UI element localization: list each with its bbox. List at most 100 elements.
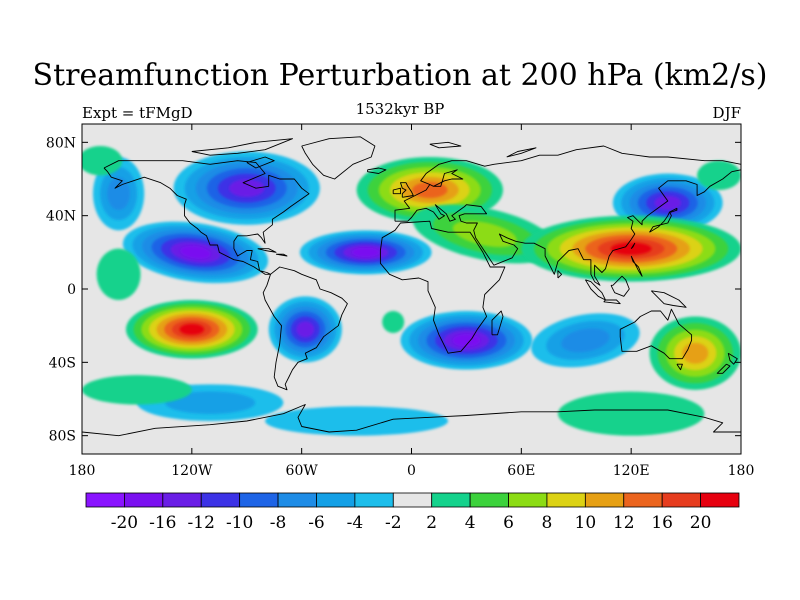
colorbar-swatch-5	[277, 492, 317, 508]
coastline-4	[491, 310, 504, 336]
contour-region-2-5	[296, 321, 315, 338]
coastline-1	[301, 136, 376, 180]
contour-region-18-0	[697, 160, 741, 190]
coastline-8	[392, 187, 401, 195]
colorbar-label-15: 20	[690, 513, 712, 533]
colorbar-label-7: -2	[385, 513, 402, 533]
lat-tick-label-3: 40S	[49, 355, 76, 371]
colorbar-swatch-6	[316, 492, 356, 508]
colorbar-swatch-2	[162, 492, 202, 508]
coastline-23	[191, 138, 293, 156]
coastline-16	[603, 299, 621, 305]
lat-tick-label-0: 80N	[46, 135, 76, 151]
colorbar-label-12: 10	[575, 513, 597, 533]
contour-region-3-6	[452, 334, 481, 347]
contour-region-7-5	[228, 179, 265, 198]
coastline-18	[619, 308, 693, 360]
coastline-14	[610, 275, 630, 297]
coastline-7	[400, 182, 414, 198]
coastline-27	[257, 248, 277, 253]
lon-tick-label-3: 0	[407, 463, 416, 479]
coastline-9	[367, 167, 387, 174]
contour-region-9-0	[265, 406, 449, 436]
lon-tick-label-6: 180	[728, 463, 755, 479]
colorbar-swatch-4	[239, 492, 279, 508]
coastline-11	[669, 207, 678, 213]
colorbar-label-0: -20	[111, 513, 138, 533]
coastline-20	[727, 352, 738, 365]
colorbar: -20 -16 -12 -10 -8 -6 -4 -2 2 4 6 8 10 12 16 20	[85, 492, 740, 533]
coastline-25	[429, 141, 462, 149]
colorbar-label-9: 4	[465, 513, 476, 533]
coastline-2	[262, 266, 348, 391]
lon-tick-label-4: 60E	[507, 463, 535, 479]
contour-fill-layer	[82, 146, 741, 436]
contour-region-6-2	[107, 177, 131, 210]
colorbar-label-3: -10	[226, 513, 253, 533]
coastline-22	[82, 404, 741, 437]
contour-region-5-5	[654, 195, 682, 210]
latitude-axis: 80N 40N 0 40S 80S	[46, 135, 741, 445]
coastline-3	[379, 220, 506, 354]
colorbar-swatch-12	[546, 492, 586, 508]
colorbar-label-5: -6	[308, 513, 325, 533]
lon-tick-label-2: 60W	[286, 463, 319, 479]
colorbar-swatch-10	[469, 492, 509, 508]
contour-region-0-6	[180, 245, 211, 259]
contour-region-8-1	[165, 391, 256, 414]
colorbar-swatch-0	[85, 492, 125, 508]
lon-tick-label-0: 180	[69, 463, 96, 479]
coastline-26	[506, 147, 537, 158]
coastline-24	[246, 156, 275, 169]
contour-region-20-0	[82, 375, 192, 405]
contour-region-4-2	[561, 328, 610, 353]
lon-tick-label-1: 120W	[171, 463, 213, 479]
season-label: DJF	[712, 104, 741, 122]
colorbar-swatch-8	[392, 492, 433, 508]
lat-tick-label-4: 80S	[49, 429, 76, 445]
experiment-label: Expt = tFMgD	[82, 104, 193, 122]
coastline-12	[630, 242, 636, 250]
colorbar-label-2: -12	[188, 513, 215, 533]
coastline-13	[630, 255, 643, 277]
coastline-0	[103, 160, 310, 275]
colorbar-swatch-11	[508, 492, 548, 508]
map-title: Streamfunction Perturbation at 200 hPa (…	[32, 58, 768, 93]
coastline-17	[650, 290, 687, 308]
colorbar-swatch-7	[354, 492, 394, 508]
coastline-5	[394, 145, 741, 286]
colorbar-label-1: -16	[149, 513, 176, 533]
coastline-28	[275, 253, 288, 257]
coastline-19	[676, 363, 683, 371]
contour-region-13-2	[452, 220, 517, 248]
lat-tick-label-1: 40N	[46, 209, 76, 225]
longitude-axis: 180 120W 60W 0 60E 120E 180	[69, 124, 755, 479]
colorbar-label-11: 8	[542, 513, 553, 533]
contour-region-17-0	[82, 146, 123, 176]
colorbar-swatch-14	[623, 492, 663, 508]
contour-region-19-0	[382, 311, 405, 333]
colorbar-label-4: -8	[270, 513, 287, 533]
colorbar-label-14: 16	[651, 513, 673, 533]
contour-region-11-0	[96, 248, 141, 300]
colorbar-label-8: 2	[426, 513, 437, 533]
contour-region-16-0	[557, 391, 705, 436]
colorbar-swatch-3	[200, 492, 241, 508]
coastline-layer	[82, 136, 741, 437]
colorbar-swatch-16	[700, 492, 740, 508]
coastline-21	[716, 363, 731, 374]
colorbar-swatch-13	[584, 492, 625, 508]
lat-tick-label-2: 0	[67, 282, 76, 298]
colorbar-label-10: 6	[503, 513, 514, 533]
colorbar-swatch-15	[661, 492, 701, 508]
colorbar-swatch-1	[124, 492, 164, 508]
contour-region-1-6	[351, 247, 380, 257]
coastline-6	[429, 169, 464, 187]
colorbar-swatch-9	[431, 492, 471, 508]
contour-region-12-7	[179, 323, 205, 335]
colorbar-label-13: 12	[613, 513, 635, 533]
coastline-29	[557, 270, 563, 279]
time-label: 1532kyr BP	[355, 100, 445, 118]
coastline-10	[649, 211, 672, 233]
